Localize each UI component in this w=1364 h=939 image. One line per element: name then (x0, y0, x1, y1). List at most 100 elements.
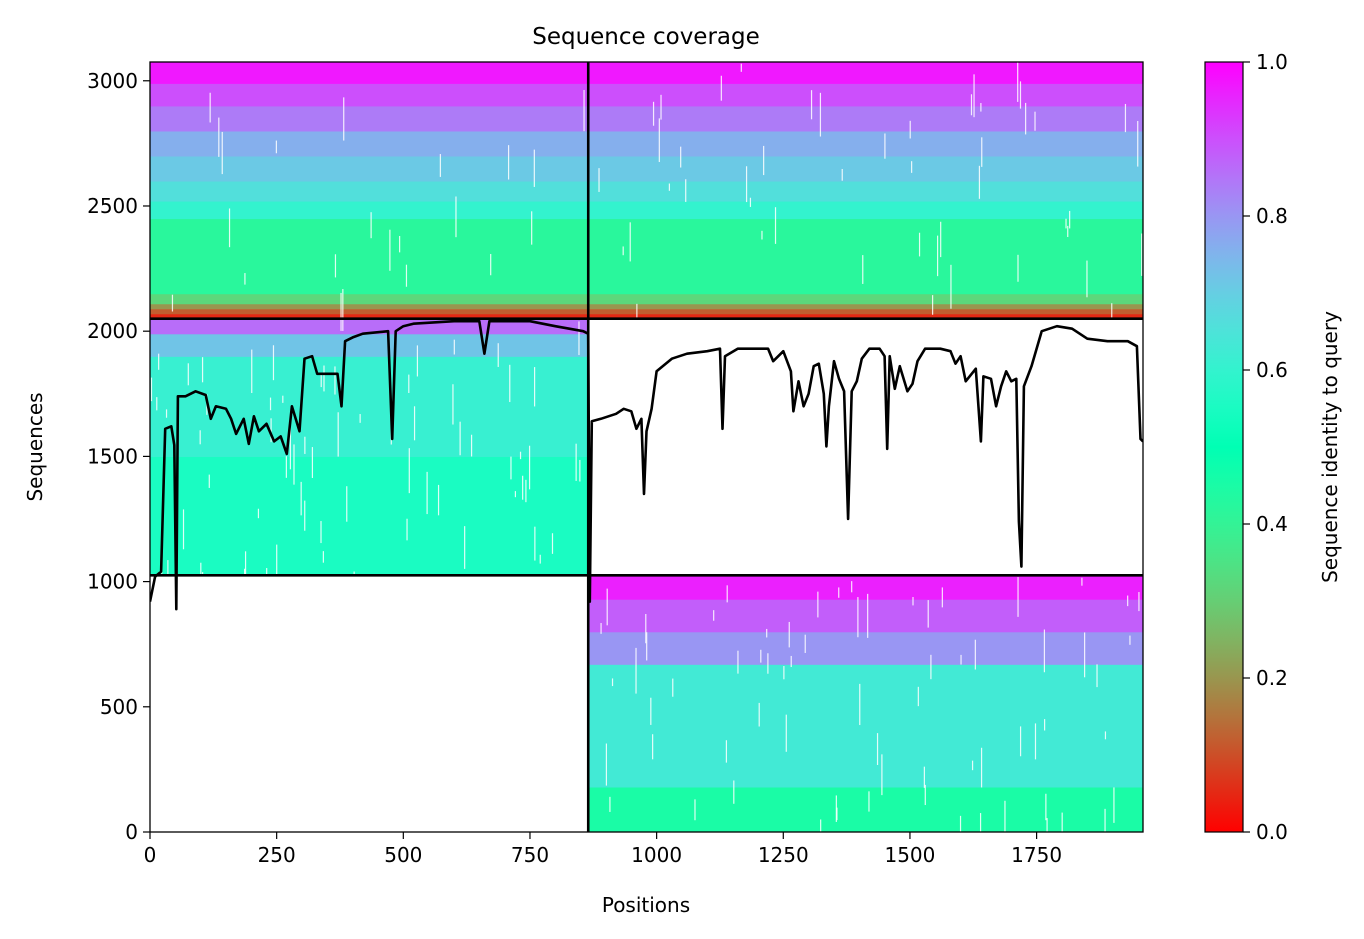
gap-mark (936, 235, 939, 277)
gap-mark (720, 75, 722, 101)
gap-mark (1025, 102, 1027, 135)
gap-mark (353, 571, 355, 592)
gap-mark (660, 94, 662, 120)
gap-mark (668, 183, 670, 191)
gap-mark (761, 230, 763, 240)
identity-band (150, 303, 1143, 310)
gap-mark (158, 353, 160, 370)
gap-mark (405, 264, 408, 287)
gap-mark (408, 374, 410, 393)
gap-mark (551, 533, 554, 554)
gap-mark (645, 614, 647, 644)
identity-band (150, 83, 1143, 107)
gap-mark (622, 246, 624, 256)
gap-mark (658, 118, 660, 163)
gap-mark (609, 796, 611, 812)
gap-mark (1019, 726, 1022, 757)
gap-mark (1141, 233, 1143, 276)
y-axis: 0 500 1000 1500 2000 2500 3000 (87, 69, 150, 844)
gap-mark (342, 289, 344, 331)
gap-mark (841, 168, 843, 181)
gap-mark (304, 500, 306, 531)
gap-mark (1019, 81, 1022, 109)
identity-band (588, 631, 1143, 665)
identity-band (150, 218, 1143, 295)
gap-mark (346, 486, 348, 522)
gap-mark (1043, 629, 1046, 673)
gap-mark (1084, 632, 1086, 678)
x-axis-label: Positions (602, 893, 690, 917)
gap-mark (182, 509, 185, 550)
gap-mark (199, 430, 201, 445)
x-tick-label: 0 (144, 843, 157, 867)
gap-mark (970, 94, 973, 116)
colorbar: 0.0 0.2 0.4 0.6 0.8 1.0 Sequence identity to … (1204, 50, 1342, 844)
gap-mark (534, 526, 536, 561)
gap-mark (713, 610, 715, 621)
colorbar-tick-label: 1.0 (1256, 50, 1288, 74)
coverage-line (150, 319, 1143, 611)
identity-band (150, 130, 1143, 157)
gap-mark (514, 491, 517, 498)
gap-mark (918, 232, 921, 257)
gap-mark (266, 568, 268, 611)
gap-mark (911, 161, 913, 173)
identity-band (150, 155, 1143, 182)
gap-mark (1065, 218, 1067, 229)
gap-mark (1017, 62, 1019, 102)
gap-mark (810, 90, 813, 120)
gap-mark (243, 568, 246, 579)
gap-mark (767, 653, 769, 674)
gap-mark (819, 92, 822, 137)
gap-mark (464, 526, 466, 569)
gap-mark (389, 229, 391, 271)
gap-mark (1069, 210, 1071, 229)
gap-mark (788, 621, 790, 648)
gap-mark (1129, 635, 1131, 645)
gap-mark (960, 654, 962, 665)
gap-mark (270, 418, 272, 443)
gap-mark (1046, 818, 1048, 832)
gap-mark (820, 819, 822, 832)
gap-mark (167, 574, 169, 596)
gap-mark (455, 196, 457, 238)
heatmap-block (588, 575, 1143, 832)
identity-band (150, 62, 1143, 84)
gap-mark (876, 733, 879, 765)
gap-mark (359, 414, 361, 423)
gap-mark (453, 339, 455, 355)
gap-mark (1111, 303, 1113, 320)
gap-mark (539, 554, 541, 564)
y-tick-label: 1500 (87, 444, 138, 468)
gap-mark (652, 734, 654, 760)
gap-mark (760, 649, 762, 663)
gap-mark (646, 632, 648, 661)
gap-mark (459, 421, 461, 456)
identity-band (150, 200, 1143, 220)
gap-mark (300, 481, 302, 516)
gap-mark (165, 409, 168, 418)
colorbar-gradient (1204, 61, 1244, 833)
gap-mark (437, 484, 440, 516)
gap-mark (497, 343, 499, 367)
colorbar-tick-label: 0.6 (1256, 358, 1288, 382)
gap-mark (337, 412, 339, 457)
gap-mark (1104, 808, 1106, 832)
gap-mark (725, 740, 728, 763)
gap-mark (575, 443, 577, 481)
identity-band (150, 333, 589, 357)
gap-mark (932, 295, 934, 315)
gap-mark (218, 117, 220, 157)
gap-mark (1124, 103, 1127, 133)
gap-mark (1044, 719, 1046, 731)
gap-mark (636, 303, 638, 325)
x-axis: 0 250 500 750 1000 1250 1500 1750 (144, 832, 1062, 867)
gap-mark (208, 474, 210, 488)
gap-mark (923, 766, 925, 788)
gap-mark (838, 587, 840, 598)
gap-mark (1096, 664, 1098, 688)
gap-mark (611, 678, 614, 687)
gap-mark (862, 255, 864, 284)
identity-band (588, 575, 1143, 600)
gap-mark (859, 683, 861, 726)
